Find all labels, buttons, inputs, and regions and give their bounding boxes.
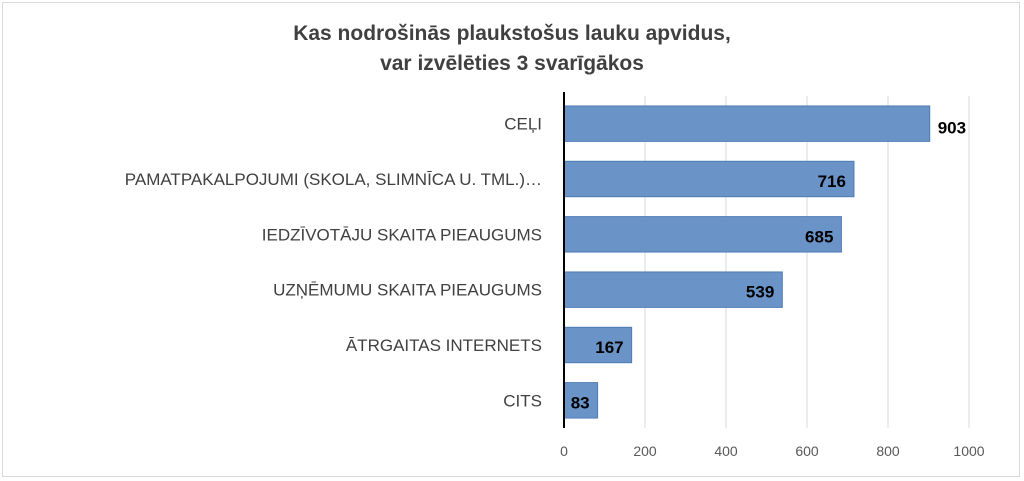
x-tick-label-400: 400 bbox=[714, 443, 738, 459]
data-label-1: 903 bbox=[938, 119, 966, 138]
bar-3 bbox=[563, 216, 842, 253]
category-label-2: PAMATPAKALPOJUMI (SKOLA, SLIMNĪCA U. TML… bbox=[125, 170, 542, 189]
x-tick-label-0: 0 bbox=[560, 443, 568, 459]
data-label-5: 167 bbox=[595, 338, 623, 357]
bar-4 bbox=[563, 271, 783, 308]
category-label-1: CEĻI bbox=[504, 115, 542, 134]
grid-lines bbox=[644, 96, 970, 428]
bars bbox=[563, 105, 931, 419]
x-tick-label-600: 600 bbox=[795, 443, 819, 459]
x-tick-labels: 0 200 400 600 800 1000 bbox=[560, 443, 985, 459]
category-label-6: CITS bbox=[503, 391, 542, 410]
data-label-2: 716 bbox=[818, 172, 846, 191]
bar-1 bbox=[563, 105, 931, 142]
x-tick-label-800: 800 bbox=[876, 443, 900, 459]
data-label-3: 685 bbox=[805, 227, 833, 246]
x-tick-label-200: 200 bbox=[633, 443, 657, 459]
category-label-5: ĀTRGAITAS INTERNETS bbox=[346, 336, 542, 355]
data-label-4: 539 bbox=[746, 283, 774, 302]
chart-title-line-1: Kas nodrošinās plaukstošus lauku apvidus… bbox=[293, 22, 731, 45]
data-label-6: 83 bbox=[571, 393, 590, 412]
category-label-3: IEDZĪVOTĀJU SKAITA PIEAUGUMS bbox=[262, 225, 542, 244]
x-tick-label-1000: 1000 bbox=[953, 443, 984, 459]
category-label-4: UZŅĒMUMU SKAITA PIEAUGUMS bbox=[273, 281, 542, 300]
chart-title-line-2: var izvēlēties 3 svarīgākos bbox=[380, 52, 644, 75]
category-labels: CEĻI PAMATPAKALPOJUMI (SKOLA, SLIMNĪCA U.… bbox=[125, 115, 542, 411]
data-labels: 903 716 685 539 167 83 bbox=[571, 119, 966, 413]
bar-2 bbox=[563, 160, 855, 198]
